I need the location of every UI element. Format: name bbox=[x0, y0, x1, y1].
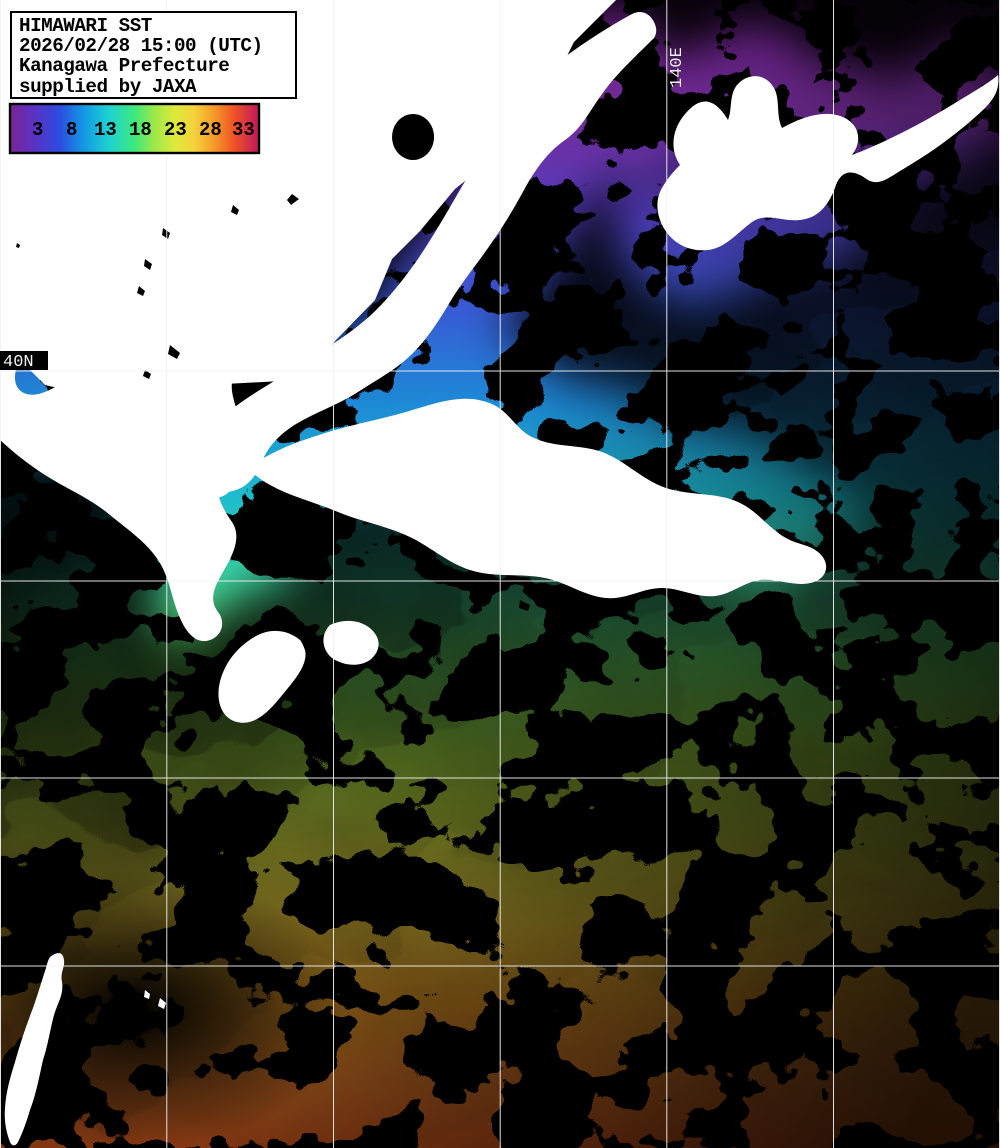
svg-text:3: 3 bbox=[32, 119, 43, 141]
svg-text:33: 33 bbox=[232, 119, 255, 141]
svg-text:13: 13 bbox=[94, 119, 117, 141]
svg-text:28: 28 bbox=[199, 119, 222, 141]
svg-text:23: 23 bbox=[164, 119, 187, 141]
svg-text:18: 18 bbox=[129, 119, 152, 141]
svg-text:8: 8 bbox=[66, 119, 77, 141]
